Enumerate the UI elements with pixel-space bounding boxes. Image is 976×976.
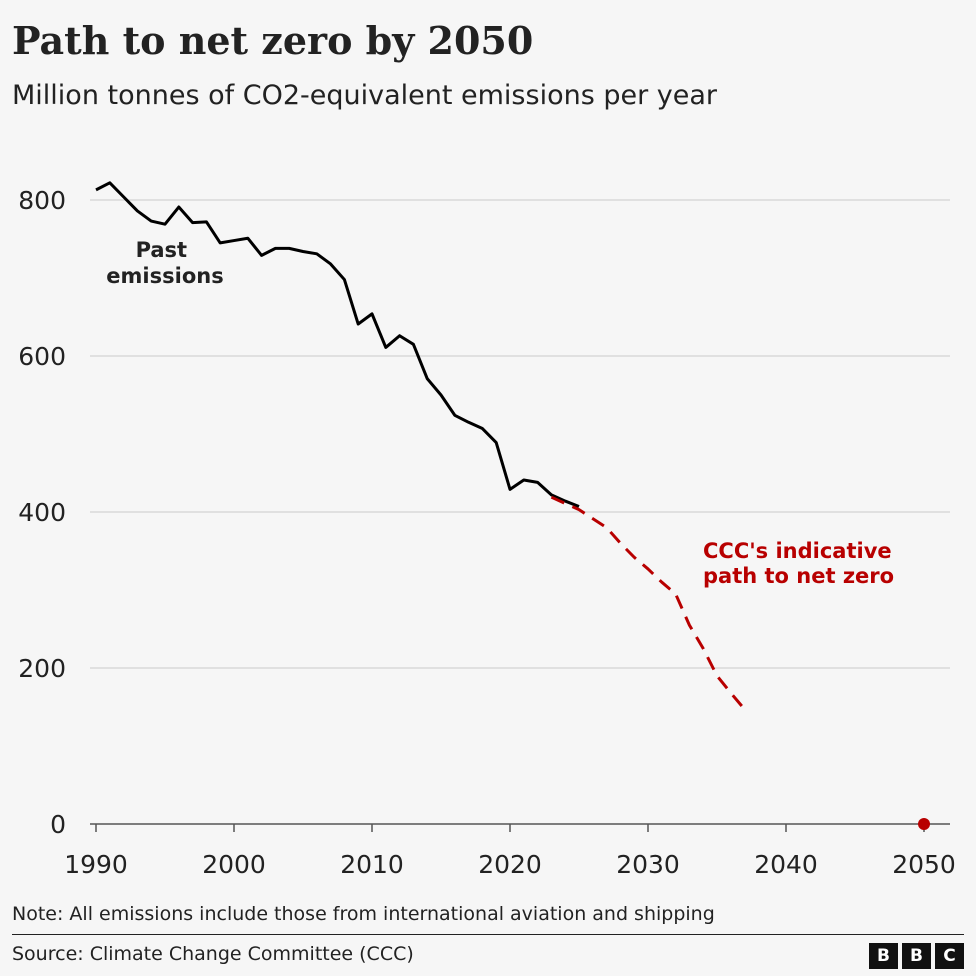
x-tick-label: 2030 [616, 850, 680, 879]
y-tick-label: 200 [18, 654, 66, 683]
past-emissions-line [95, 181, 580, 508]
past-emissions-label: Past emissions [106, 238, 223, 288]
ccc-path-label: CCC's indicative path to net zero [703, 539, 899, 588]
x-tick-label: 2020 [478, 850, 542, 879]
ccc-path-label-line2: path to net zero [703, 564, 894, 588]
bbc-logo-letter: C [935, 943, 964, 969]
past-emissions-label-line2: emissions [106, 264, 223, 288]
ccc-path-label-line1: CCC's indicative [703, 539, 892, 563]
bbc-logo: B B C [869, 943, 964, 969]
ccc-path-line [550, 495, 746, 711]
footnote: Note: All emissions include those from i… [12, 903, 715, 925]
x-axis-ticks: 1990 2000 2010 2020 2030 2040 2050 [64, 824, 956, 879]
y-tick-label: 800 [18, 186, 66, 215]
y-tick-label: 600 [18, 342, 66, 371]
net-zero-target-point [918, 818, 930, 830]
bbc-logo-letter: B [869, 943, 898, 969]
chart-title: Path to net zero by 2050 [12, 18, 534, 63]
series-lines [95, 181, 746, 711]
x-tick-label: 1990 [64, 850, 128, 879]
source-text: Source: Climate Change Committee (CCC) [12, 943, 414, 965]
x-tick-label: 2040 [754, 850, 818, 879]
bbc-logo-letter: B [902, 943, 931, 969]
y-axis-ticks: 0 200 400 600 800 [18, 186, 66, 839]
target-points [918, 818, 930, 830]
y-tick-label: 0 [50, 810, 66, 839]
x-tick-label: 2050 [892, 850, 956, 879]
past-emissions-label-line1: Past [136, 238, 188, 262]
footer-divider [12, 934, 964, 935]
chart-subtitle: Million tonnes of CO2-equivalent emissio… [12, 80, 718, 111]
gridlines [90, 199, 950, 825]
y-tick-label: 400 [18, 498, 66, 527]
x-tick-label: 2010 [340, 850, 404, 879]
x-tick-label: 2000 [202, 850, 266, 879]
line-chart: 0 200 400 600 800 1990 2000 2010 2020 2030 2040 20… [18, 181, 956, 879]
